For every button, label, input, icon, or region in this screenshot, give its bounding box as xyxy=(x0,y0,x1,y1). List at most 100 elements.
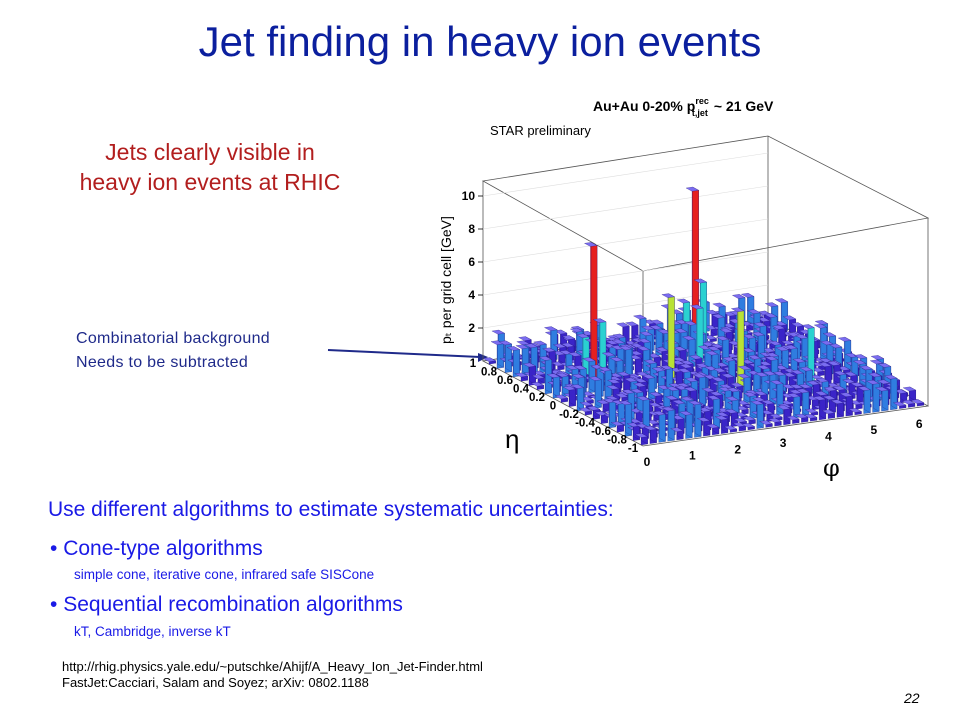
lego-bar-top xyxy=(726,387,740,393)
lego-bar-top xyxy=(514,372,529,378)
lego-bar-top xyxy=(870,355,885,360)
lego-bar-top xyxy=(789,384,804,389)
lego-bar-top xyxy=(610,421,625,426)
lego-bar-top xyxy=(715,412,730,417)
lego-bar-top xyxy=(568,352,582,357)
lego-bar-top xyxy=(742,334,757,339)
lego-bar-top xyxy=(736,400,750,405)
lego-bar-top xyxy=(689,354,703,360)
lego-bar-top xyxy=(650,319,664,325)
lego-bar-top xyxy=(821,409,836,414)
lego-bar-top xyxy=(735,405,749,411)
lego-bar-top xyxy=(705,423,720,429)
lego-bar-top xyxy=(774,298,789,303)
lego-bar-top xyxy=(786,415,800,421)
lego-bar-top xyxy=(733,417,747,423)
lego-bar-top xyxy=(651,367,666,372)
lego-bar-top xyxy=(777,405,791,410)
lego-bar-top xyxy=(633,314,647,320)
phi-tick-label: 6 xyxy=(916,417,923,431)
lego-bars xyxy=(482,186,925,446)
lego-bar-top xyxy=(893,389,908,394)
lego-bar-top xyxy=(705,350,719,356)
lego-bar-top xyxy=(740,359,755,365)
lego-bar-top xyxy=(634,433,649,438)
lego-bar-top xyxy=(562,385,577,391)
lego-bar-top xyxy=(629,350,643,356)
lego-bar-top xyxy=(742,416,756,421)
lego-bar-side xyxy=(625,400,632,436)
lego-bar-top xyxy=(876,379,891,385)
lego-bar-top xyxy=(764,356,779,361)
phi-tick-label: 0 xyxy=(644,455,651,469)
lego-bar-top xyxy=(763,313,778,318)
preliminary-label: STAR preliminary xyxy=(490,123,591,138)
lego-bar-top xyxy=(621,389,635,394)
lego-bar-top xyxy=(677,368,691,373)
lego-bar-top xyxy=(765,352,780,358)
lego-bar-top xyxy=(649,325,663,330)
page-number: 22 xyxy=(904,690,920,706)
lego-bar-top xyxy=(584,242,598,247)
lego-bar-top xyxy=(670,427,684,432)
lego-bar-top xyxy=(790,369,805,375)
lego-bar-top xyxy=(760,410,774,415)
z-gridline xyxy=(482,251,769,296)
lego-bar-top xyxy=(772,371,787,376)
background-annotation: Combinatorial background Needs to be sub… xyxy=(76,327,270,375)
lego-bar-top xyxy=(607,379,621,384)
lego-bar-top xyxy=(839,392,853,397)
eta-tick-label: -1 xyxy=(628,443,639,455)
reference-url[interactable]: http://rhig.physics.yale.edu/~putschke/A… xyxy=(62,659,483,674)
lego-bar-top xyxy=(869,359,884,365)
lego-bar-top xyxy=(608,373,623,378)
lego-bar-top xyxy=(647,353,661,358)
lego-bar-top xyxy=(592,318,607,323)
lego-bar-top xyxy=(533,340,547,346)
lego-bar-top xyxy=(641,325,655,331)
lego-bar-top xyxy=(848,408,862,413)
lego-bar-top xyxy=(665,386,680,391)
lego-bar-top xyxy=(630,388,644,394)
lego-bar-top xyxy=(518,336,532,341)
z-gridline xyxy=(482,152,769,197)
eta-tick-label: -0.4 xyxy=(575,418,595,430)
lego-bar-top xyxy=(741,347,756,353)
lego-bar-top xyxy=(722,356,736,362)
lego-bar-top xyxy=(794,413,809,419)
lego-bar-top xyxy=(750,400,764,405)
lego-bar-top xyxy=(711,313,725,319)
lego-bar-top xyxy=(833,370,847,376)
lego-bar-top xyxy=(759,420,773,425)
lego-bar-top xyxy=(685,186,700,192)
lego-bar-top xyxy=(806,380,821,386)
lego-bar-top xyxy=(643,425,657,431)
lego-bar-top xyxy=(857,386,871,391)
lego-bar-top xyxy=(712,302,726,308)
lego-bar-top xyxy=(731,294,746,299)
lego-bar-top xyxy=(482,357,497,362)
lego-bar-top xyxy=(506,346,521,351)
lego-bar-top xyxy=(696,417,711,422)
plot-header: Au+Au 0-20% prec t,jet ~ 21 GeV xyxy=(593,96,774,118)
lego-bar-top xyxy=(910,399,925,404)
lego-bar-top xyxy=(553,329,568,335)
lego-bar-top xyxy=(842,378,856,384)
lego-bar-top xyxy=(673,346,687,351)
lego-bar-top xyxy=(693,278,708,284)
lego-bar-top xyxy=(692,373,707,378)
lego-bar-top xyxy=(715,336,730,341)
subtitle-line-2: heavy ion events at RHIC xyxy=(79,169,341,195)
lego-bar-top xyxy=(588,376,602,381)
lego-bar-top xyxy=(690,304,704,310)
lego-bar-top xyxy=(747,354,762,360)
lego-bar-side xyxy=(744,373,751,403)
lego-bar-top xyxy=(674,328,688,333)
lego-bar-top xyxy=(706,395,721,400)
lego-bar-top xyxy=(877,363,892,368)
lego-bar-side xyxy=(747,292,755,325)
lego-bar-side xyxy=(505,340,512,372)
lego-bar-top xyxy=(866,380,880,385)
lego-bar-top xyxy=(822,395,837,400)
bullet-cone-label: Cone-type algorithms xyxy=(63,537,263,560)
